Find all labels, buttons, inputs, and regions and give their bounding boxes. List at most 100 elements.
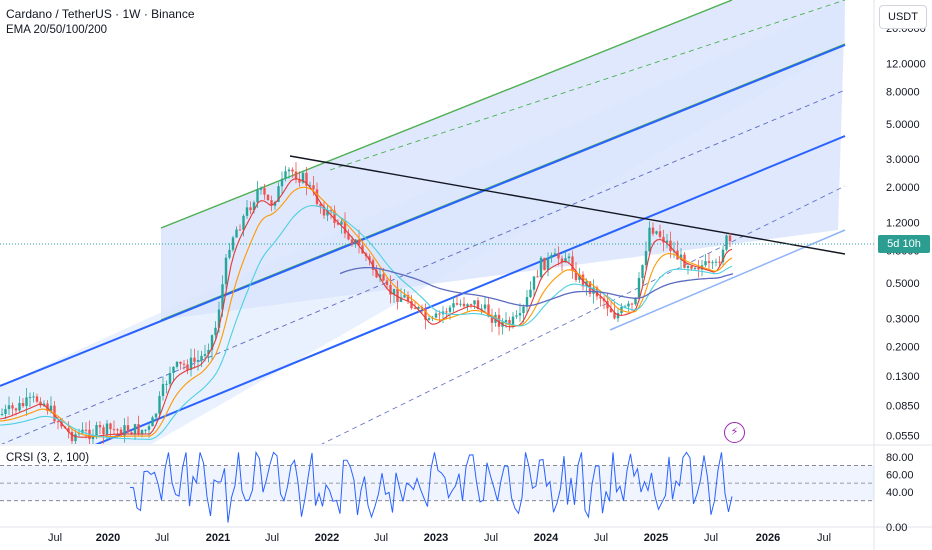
candle xyxy=(721,249,725,263)
candle xyxy=(728,235,732,242)
candle xyxy=(168,373,172,384)
candle xyxy=(382,274,385,281)
candle xyxy=(504,320,508,323)
time-tick-label: Jul xyxy=(704,532,718,544)
candle xyxy=(368,256,371,261)
candle xyxy=(56,421,60,423)
candle xyxy=(259,187,263,190)
ema100-line xyxy=(0,205,733,440)
candle xyxy=(252,202,256,211)
time-axis: Jul 2020 Jul 2021 Jul 2022 Jul 2023 Jul 2024 Jul 20… xyxy=(48,532,831,544)
candle xyxy=(256,189,259,203)
oscillator-pane xyxy=(0,450,874,523)
price-tick-label: 2.0000 xyxy=(886,182,920,194)
candle xyxy=(147,426,151,430)
candle xyxy=(175,361,179,367)
candle xyxy=(550,255,553,258)
candle xyxy=(67,428,70,432)
candle xyxy=(385,280,389,286)
candle xyxy=(266,194,270,201)
candle xyxy=(11,405,14,409)
candle xyxy=(28,396,32,398)
candle xyxy=(630,303,634,305)
candle xyxy=(144,429,147,431)
candle xyxy=(347,233,350,240)
candle xyxy=(298,179,301,183)
candle xyxy=(7,405,11,410)
candle xyxy=(623,306,627,308)
plot-area xyxy=(0,0,874,444)
candle xyxy=(14,408,18,411)
candle xyxy=(238,229,242,231)
candle xyxy=(322,206,326,216)
candle xyxy=(473,300,476,305)
ema50-line xyxy=(0,186,733,438)
candle xyxy=(518,313,522,316)
candle xyxy=(350,239,354,245)
candle xyxy=(210,335,214,350)
candle xyxy=(4,409,7,415)
candle xyxy=(340,221,343,225)
candle xyxy=(165,383,168,385)
candle xyxy=(203,354,207,356)
candle xyxy=(116,429,119,431)
time-tick-label: 2022 xyxy=(315,532,339,544)
candle xyxy=(560,258,564,263)
candle xyxy=(662,236,665,243)
candle xyxy=(546,257,550,271)
candle xyxy=(697,267,700,270)
candle xyxy=(49,405,53,412)
candle xyxy=(725,235,728,250)
candle xyxy=(413,308,417,310)
candle xyxy=(599,296,602,299)
price-tick-label: 0.1300 xyxy=(886,371,920,383)
candle xyxy=(112,429,116,431)
candle xyxy=(217,309,221,328)
price-axis: 20.000012.00008.00005.00003.00002.00001.… xyxy=(886,23,926,443)
candle xyxy=(686,266,690,268)
candle xyxy=(151,417,154,427)
candle xyxy=(329,210,333,212)
candle xyxy=(406,295,410,302)
candle xyxy=(574,271,578,280)
flash-icon[interactable]: ⚡ xyxy=(724,422,745,443)
candle xyxy=(609,308,613,313)
candle xyxy=(466,304,469,307)
candle xyxy=(214,327,217,336)
candle xyxy=(543,257,546,271)
candle xyxy=(448,307,452,312)
candle xyxy=(193,357,196,362)
candle xyxy=(644,251,648,266)
ema200-line xyxy=(339,266,734,307)
symbol-title[interactable]: Cardano / TetherUS · 1W · Binance xyxy=(6,7,195,21)
indicator-legend[interactable]: EMA 20/50/100/200 xyxy=(6,24,108,36)
candle xyxy=(91,435,95,440)
candle xyxy=(637,277,641,298)
candle xyxy=(200,355,203,361)
candle xyxy=(161,384,165,397)
oscillator-label[interactable]: CRSI (3, 2, 100) xyxy=(6,452,90,464)
candle xyxy=(224,257,228,285)
candle xyxy=(655,231,658,234)
time-tick-label: 2025 xyxy=(644,532,668,544)
candle xyxy=(228,249,231,258)
candle xyxy=(245,207,249,216)
candle xyxy=(490,316,494,323)
candle xyxy=(126,425,130,433)
time-tick-label: Jul xyxy=(817,532,831,544)
candle xyxy=(532,276,536,290)
countdown-badge: 5d 10h xyxy=(878,235,930,253)
candle xyxy=(84,429,88,431)
currency-button[interactable]: USDT xyxy=(879,5,927,29)
channel-upper-blue-line xyxy=(0,44,846,387)
candle xyxy=(515,315,518,317)
candle xyxy=(42,403,46,406)
candle xyxy=(32,396,35,398)
price-tick-label: 3.0000 xyxy=(886,154,920,166)
candle xyxy=(102,427,105,435)
candle xyxy=(319,204,322,207)
candle xyxy=(21,403,25,407)
candle xyxy=(417,307,420,309)
